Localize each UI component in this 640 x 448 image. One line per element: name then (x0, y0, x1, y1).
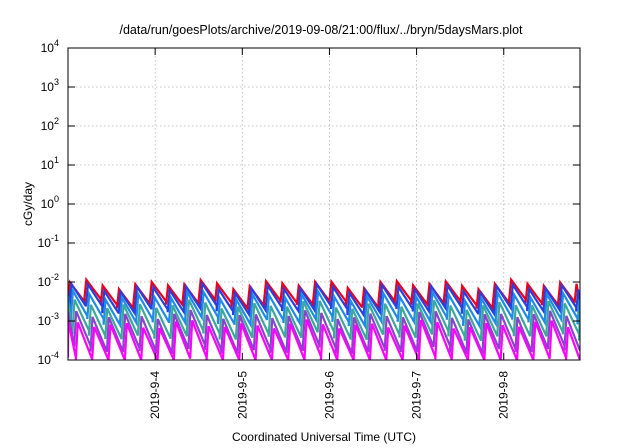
x-tick-label: 2019-9-8 (497, 371, 511, 419)
y-tick-label: 101 (41, 155, 59, 172)
y-tick-label: 10-3 (38, 311, 59, 328)
y-tick-label: 10-2 (38, 272, 59, 289)
series-layer (68, 276, 580, 360)
series-line (68, 309, 580, 355)
x-axis: 2019-9-4 2019-9-5 2019-9-6 2019-9-7 2019-9-8 (148, 48, 511, 419)
y-tick-label: 10-4 (38, 350, 59, 367)
x-tick-label: 2019-9-4 (148, 371, 162, 419)
x-tick-label: 2019-9-6 (322, 371, 336, 419)
x-axis-label: Coordinated Universal Time (UTC) (232, 430, 416, 444)
y-tick-label: 104 (41, 38, 59, 55)
y-axis-label: cGy/day (21, 182, 35, 226)
chart-title: /data/run/goesPlots/archive/2019-09-08/2… (119, 23, 523, 37)
series-line (68, 287, 580, 331)
y-tick-label: 103 (41, 77, 59, 94)
y-tick-label: 102 (41, 116, 59, 133)
series-line (68, 280, 580, 319)
y-axis: 10-4 10-3 10-2 10-1 100 101 102 103 104 (38, 38, 580, 367)
series-line (68, 299, 580, 342)
x-tick-label: 2019-9-5 (235, 371, 249, 419)
y-tick-label: 100 (41, 194, 59, 211)
y-tick-label: 10-1 (38, 233, 59, 250)
series-line (68, 319, 580, 360)
x-tick-label: 2019-9-7 (410, 371, 424, 419)
